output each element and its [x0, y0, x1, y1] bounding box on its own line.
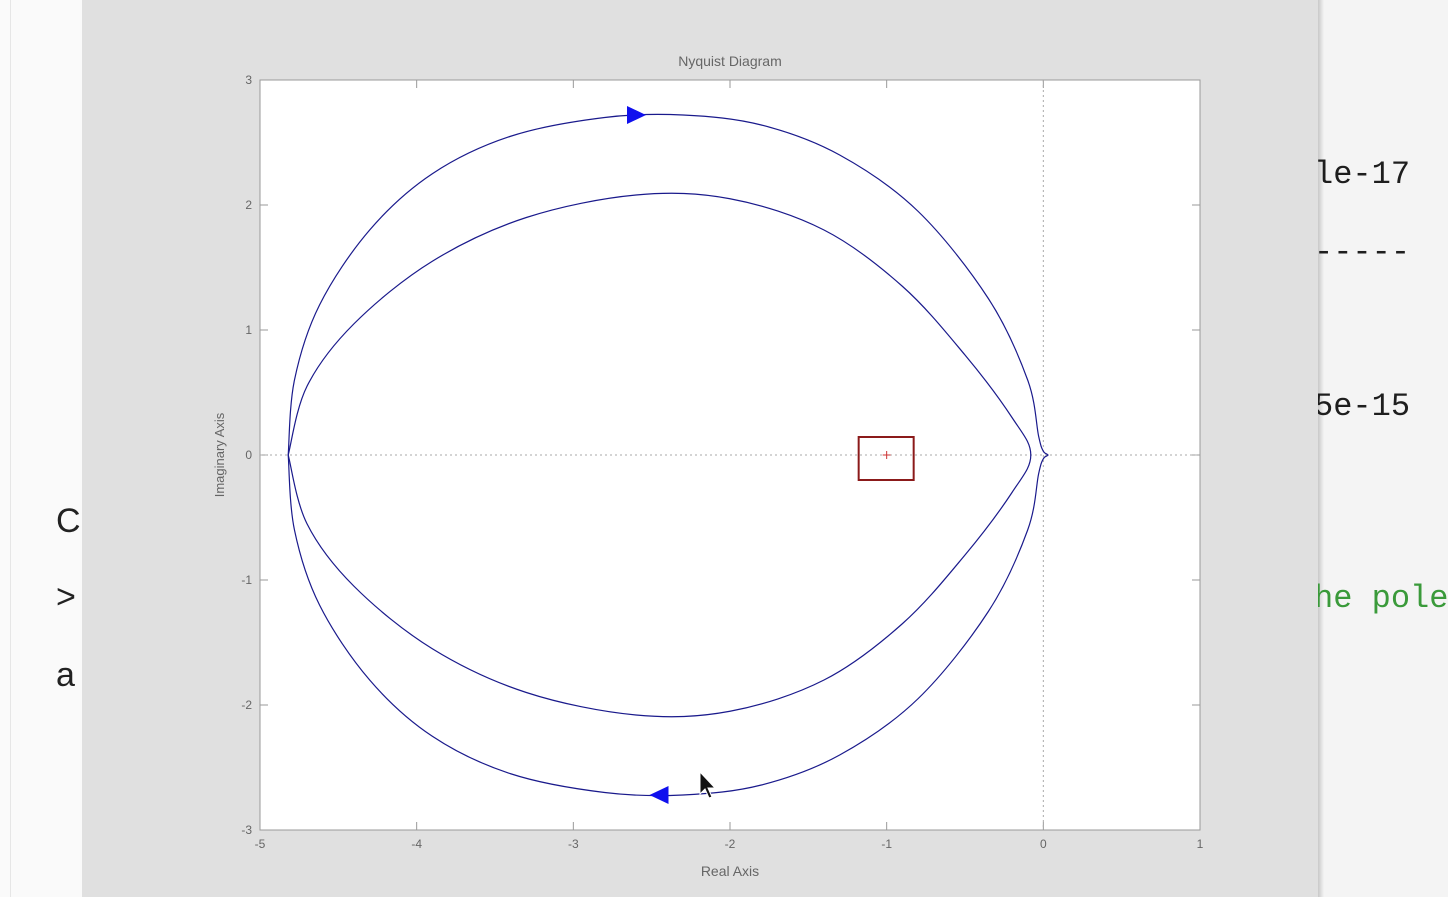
y-tick-label: 1: [245, 323, 252, 337]
arrow-right-icon: [627, 106, 646, 124]
chart-title: Nyquist Diagram: [678, 53, 781, 69]
window-shadow: [1318, 0, 1324, 897]
background-code-right: le-17 ----- 5e-15 he pole: [1318, 0, 1448, 897]
arrow-left-icon: [649, 786, 669, 804]
code-comment-fragment: he pole: [1318, 580, 1448, 617]
nyquist-chart: -5 -4 -3 -2 -1 0 1 -3 -2 -1 0 1 2 3 Nyquist Diagram R…: [212, 53, 1204, 879]
x-tick-label: -4: [411, 837, 422, 851]
y-tick-label: 2: [245, 198, 252, 212]
nyquist-curve-0: [287, 113, 1049, 797]
x-tick-label: 1: [1197, 837, 1204, 851]
direction-arrows: [627, 106, 669, 804]
x-tick-label: -3: [568, 837, 579, 851]
code-fragment: le-17: [1318, 156, 1411, 193]
critical-point-highlight-box: [857, 436, 915, 481]
y-tick-label: -1: [241, 573, 252, 587]
zero-gridlines: [260, 80, 1200, 830]
y-axis-label: Imaginary Axis: [212, 412, 227, 497]
axis-ticks: -5 -4 -3 -2 -1 0 1 -3 -2 -1 0 1 2 3: [241, 73, 1203, 851]
nyquist-curves: [287, 113, 1049, 797]
nyquist-curve-1: [287, 192, 1032, 718]
mouse-cursor-icon: [699, 770, 717, 799]
y-tick-label: 0: [245, 448, 252, 462]
editor-gutter-line: [10, 0, 11, 897]
editor-text-fragment: >: [56, 578, 76, 616]
x-tick-label: 0: [1040, 837, 1047, 851]
background-editor-left: C > a: [0, 0, 82, 897]
figure-window: -5 -4 -3 -2 -1 0 1 -3 -2 -1 0 1 2 3 Nyquist Diagram R…: [82, 0, 1318, 897]
code-fragment: -----: [1318, 234, 1411, 271]
x-tick-label: -2: [725, 837, 736, 851]
editor-text-fragment: a: [56, 656, 75, 694]
x-axis-label: Real Axis: [701, 863, 759, 879]
critical-point-group: [857, 436, 915, 481]
y-tick-label: 3: [245, 73, 252, 87]
editor-text-fragment: C: [56, 502, 81, 540]
code-fragment: 5e-15: [1318, 388, 1411, 425]
x-tick-label: -1: [881, 837, 892, 851]
y-tick-label: -2: [241, 698, 252, 712]
x-tick-label: -5: [255, 837, 266, 851]
y-tick-label: -3: [241, 823, 252, 837]
